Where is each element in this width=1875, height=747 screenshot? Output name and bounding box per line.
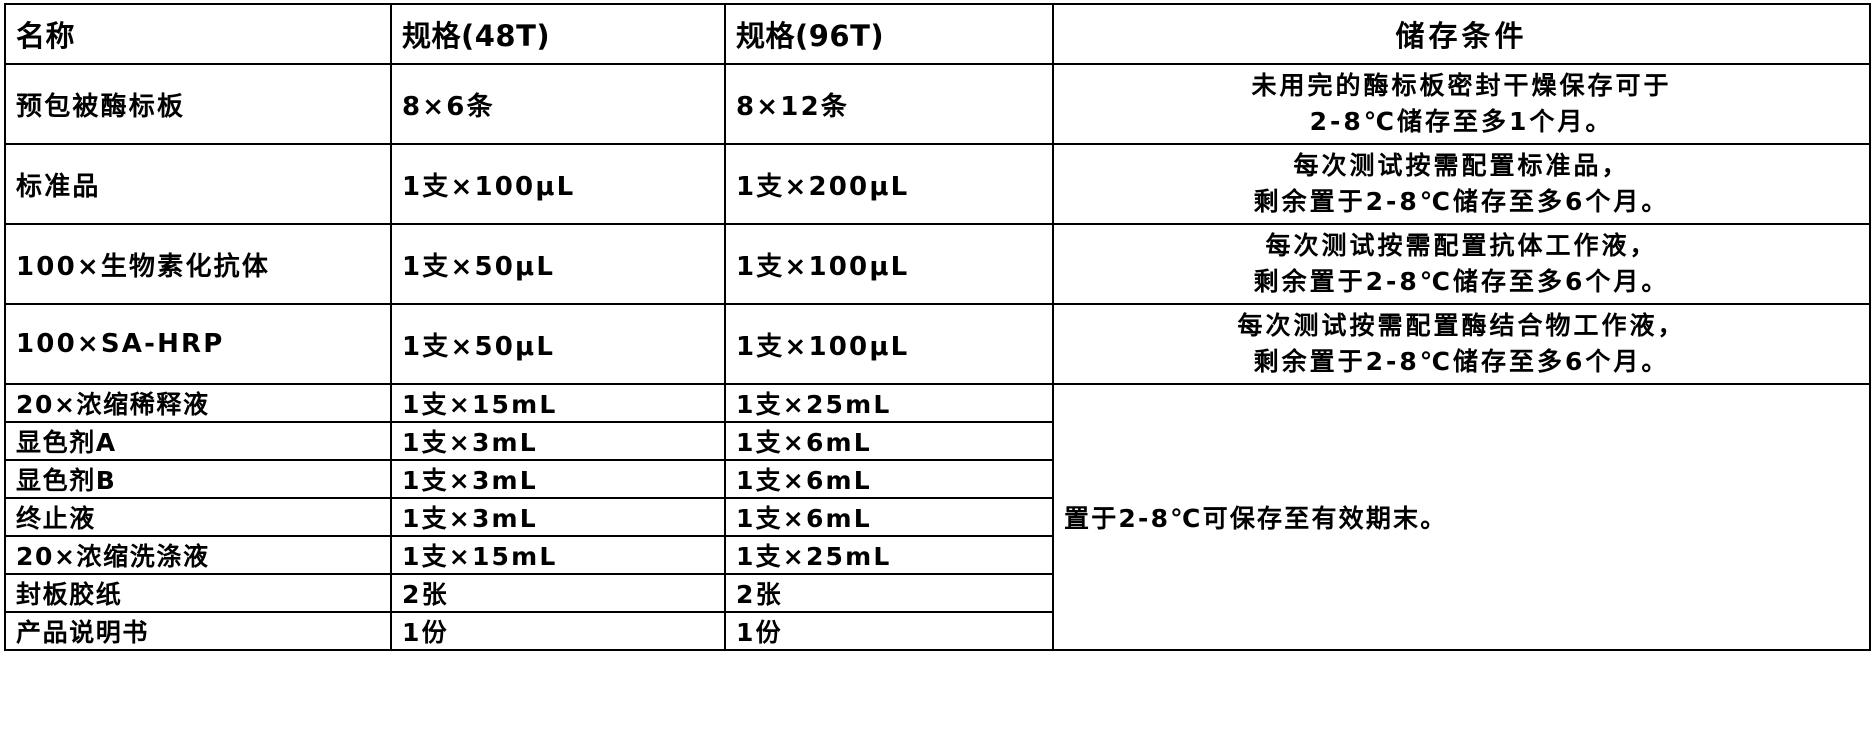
storage-line-2: 剩余置于2-8℃储存至多6个月。 [1253, 347, 1670, 376]
table-header-row: 名称 规格(48T) 规格(96T) 储存条件 [4, 3, 1871, 65]
cell-storage-condition: 未用完的酶标板密封干燥保存可于 2-8℃储存至多1个月。 [1052, 63, 1871, 145]
cell-storage-condition: 每次测试按需配置标准品， 剩余置于2-8℃储存至多6个月。 [1052, 143, 1871, 225]
storage-line-1: 每次测试按需配置标准品， [1293, 150, 1630, 180]
cell-component-name: 终止液 [4, 497, 392, 537]
column-header-storage-conditions: 储存条件 [1052, 3, 1871, 65]
cell-storage-condition: 每次测试按需配置抗体工作液， 剩余置于2-8℃储存至多6个月。 [1052, 223, 1871, 305]
table-row: 产品说明书 1份 1份 [4, 611, 1870, 651]
table-row: 20×浓缩稀释液 1支×15mL 1支×25mL 置于2-8℃可保存至有效期末。 [4, 383, 1871, 651]
cell-spec-48t: 2张 [390, 573, 726, 613]
cell-spec-96t: 1支×25mL [724, 535, 1054, 575]
storage-line-2: 剩余置于2-8℃储存至多6个月。 [1253, 267, 1670, 296]
cell-spec-96t: 1支×200μL [724, 143, 1054, 225]
cell-component-name: 20×浓缩洗涤液 [4, 535, 392, 575]
table-row: 100×SA-HRP 1支×50μL 1支×100μL 每次测试按需配置酶结合物… [4, 303, 1871, 385]
column-header-name: 名称 [4, 3, 392, 65]
storage-line-1: 未用完的酶标板密封干燥保存可于 [1251, 70, 1672, 100]
table-row: 显色剂A 1支×3mL 1支×6mL [4, 421, 1870, 461]
column-header-spec-96t: 规格(96T) [724, 3, 1054, 65]
cell-component-name: 预包被酶标板 [4, 63, 392, 145]
table-row: 100×生物素化抗体 1支×50μL 1支×100μL 每次测试按需配置抗体工作… [4, 223, 1871, 305]
kit-components-table: 名称 规格(48T) 规格(96T) 储存条件 预包被酶标板 8×6条 8×12… [4, 3, 1871, 651]
cell-spec-48t: 1支×15mL [390, 535, 726, 575]
cell-spec-48t: 1支×3mL [390, 497, 726, 537]
storage-line-1: 每次测试按需配置酶结合物工作液， [1237, 310, 1686, 340]
cell-spec-96t: 2张 [724, 573, 1054, 613]
table-row: 终止液 1支×3mL 1支×6mL [4, 497, 1870, 537]
cell-spec-48t: 1支×3mL [390, 421, 726, 461]
table-row: 20×浓缩洗涤液 1支×15mL 1支×25mL [4, 535, 1870, 575]
cell-spec-96t: 1份 [724, 611, 1054, 651]
cell-spec-96t: 1支×25mL [724, 383, 1054, 423]
cell-component-name: 20×浓缩稀释液 [4, 383, 392, 423]
cell-spec-96t: 1支×6mL [724, 497, 1054, 537]
cell-component-name: 显色剂B [4, 459, 392, 499]
cell-spec-48t: 1支×50μL [390, 223, 726, 305]
cell-spec-96t: 1支×6mL [724, 421, 1054, 461]
cell-component-name: 100×生物素化抗体 [4, 223, 392, 305]
cell-spec-96t: 1支×100μL [724, 303, 1054, 385]
storage-line-2: 剩余置于2-8℃储存至多6个月。 [1253, 187, 1670, 216]
cell-spec-48t: 1份 [390, 611, 726, 651]
table-row: 封板胶纸 2张 2张 [4, 573, 1870, 613]
cell-component-name: 标准品 [4, 143, 392, 225]
storage-line-2: 2-8℃储存至多1个月。 [1309, 107, 1614, 136]
cell-spec-96t: 8×12条 [724, 63, 1054, 145]
cell-spec-96t: 1支×6mL [724, 459, 1054, 499]
table-row: 预包被酶标板 8×6条 8×12条 未用完的酶标板密封干燥保存可于 2-8℃储存… [4, 63, 1871, 145]
storage-line-1: 每次测试按需配置抗体工作液， [1265, 230, 1658, 260]
cell-component-name: 100×SA-HRP [4, 303, 392, 385]
cell-spec-48t: 1支×15mL [390, 383, 726, 423]
cell-storage-condition-merged: 置于2-8℃可保存至有效期末。 [1052, 383, 1871, 651]
cell-spec-48t: 1支×3mL [390, 459, 726, 499]
cell-spec-96t: 1支×100μL [724, 223, 1054, 305]
table-row: 显色剂B 1支×3mL 1支×6mL [4, 459, 1870, 499]
table-row: 标准品 1支×100μL 1支×200μL 每次测试按需配置标准品， 剩余置于2… [4, 143, 1871, 225]
cell-component-name: 封板胶纸 [4, 573, 392, 613]
cell-spec-48t: 1支×50μL [390, 303, 726, 385]
column-header-spec-48t: 规格(48T) [390, 3, 726, 65]
cell-spec-48t: 8×6条 [390, 63, 726, 145]
cell-storage-condition: 每次测试按需配置酶结合物工作液， 剩余置于2-8℃储存至多6个月。 [1052, 303, 1871, 385]
cell-spec-48t: 1支×100μL [390, 143, 726, 225]
cell-component-name: 产品说明书 [4, 611, 392, 651]
cell-component-name: 显色剂A [4, 421, 392, 461]
